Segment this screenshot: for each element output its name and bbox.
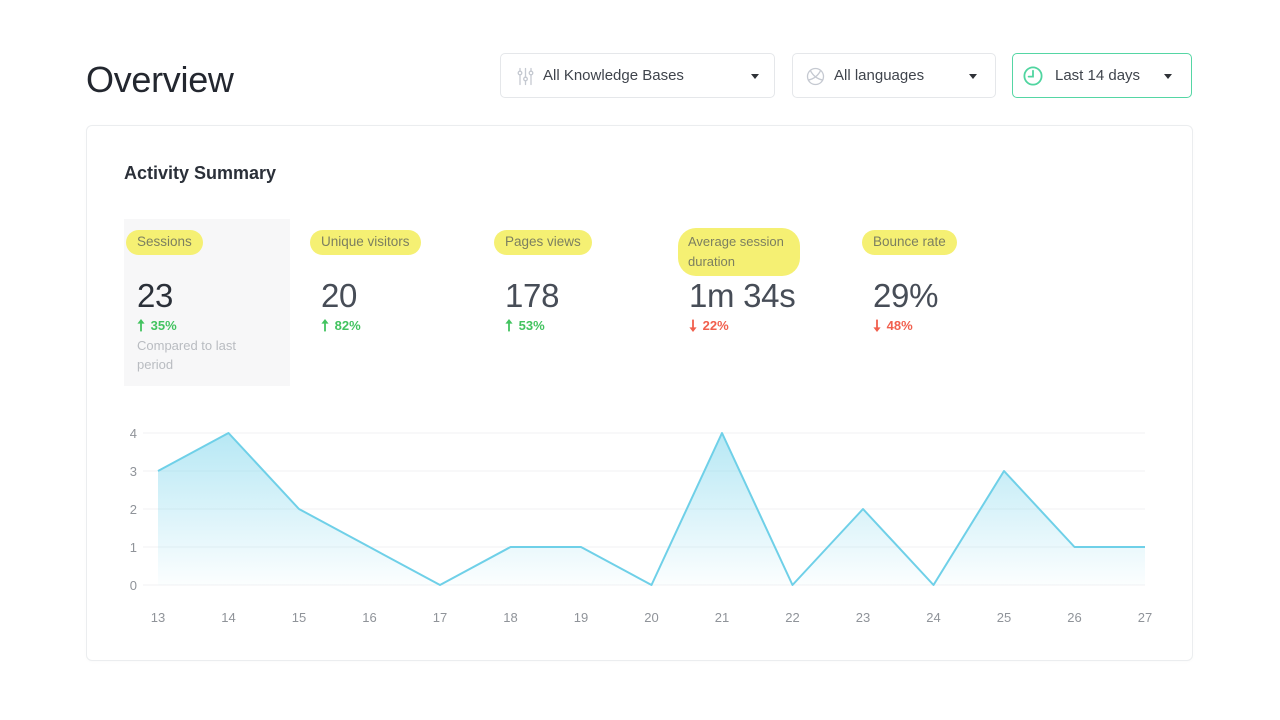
svg-text:4: 4 <box>130 426 137 441</box>
svg-text:21: 21 <box>715 610 729 625</box>
svg-text:18: 18 <box>503 610 517 625</box>
svg-text:25: 25 <box>997 610 1011 625</box>
svg-text:16: 16 <box>362 610 376 625</box>
svg-text:0: 0 <box>130 578 137 593</box>
svg-text:15: 15 <box>292 610 306 625</box>
svg-text:24: 24 <box>926 610 940 625</box>
svg-text:20: 20 <box>644 610 658 625</box>
svg-text:14: 14 <box>221 610 235 625</box>
svg-text:17: 17 <box>433 610 447 625</box>
svg-text:19: 19 <box>574 610 588 625</box>
svg-text:1: 1 <box>130 540 137 555</box>
svg-text:3: 3 <box>130 464 137 479</box>
svg-text:27: 27 <box>1138 610 1152 625</box>
svg-text:13: 13 <box>151 610 165 625</box>
svg-text:26: 26 <box>1067 610 1081 625</box>
svg-text:2: 2 <box>130 502 137 517</box>
svg-text:23: 23 <box>856 610 870 625</box>
svg-text:22: 22 <box>785 610 799 625</box>
